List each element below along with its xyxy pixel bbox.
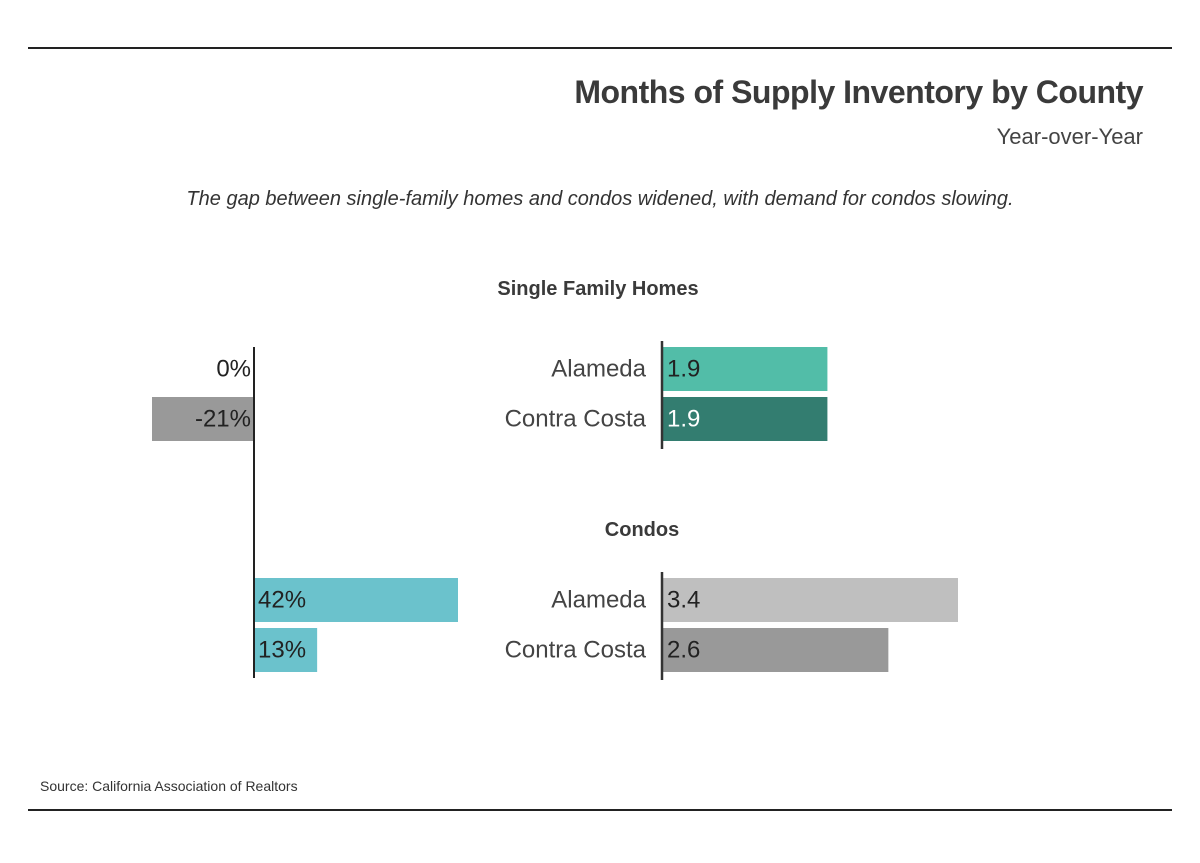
condo-value-label-1: 3.4 xyxy=(667,586,700,613)
source-note: Source: California Association of Realto… xyxy=(40,778,298,794)
yoy-bar-3 xyxy=(254,578,458,622)
chart-note: The gap between single-family homes and … xyxy=(186,188,1014,210)
chart-title: Months of Supply Inventory by County xyxy=(574,74,1143,110)
panel-title-single-family: Single Family Homes xyxy=(497,278,699,300)
yoy-value-label-3: 42% xyxy=(258,586,306,613)
yoy-bar-2 xyxy=(152,397,254,441)
sfh-bar-1 xyxy=(662,347,828,391)
yoy-value-label-1: 0% xyxy=(216,355,251,382)
sfh-value-label-2: 1.9 xyxy=(667,405,700,432)
sfh-category-label-1: Alameda xyxy=(551,355,646,382)
sfh-category-label-2: Contra Costa xyxy=(505,405,647,432)
chart-subtitle: Year-over-Year xyxy=(996,124,1143,149)
yoy-bar-4 xyxy=(254,628,318,672)
sfh-bar-2 xyxy=(662,397,828,441)
yoy-value-label-4: 13% xyxy=(258,636,306,663)
condo-category-label-1: Alameda xyxy=(551,586,646,613)
condo-bar-1 xyxy=(662,578,958,622)
yoy-value-label-2: -21% xyxy=(195,405,251,432)
panel-title-condos: Condos xyxy=(604,519,680,541)
condo-value-label-2: 2.6 xyxy=(667,636,700,663)
condo-bar-2 xyxy=(662,628,889,672)
sfh-value-label-1: 1.9 xyxy=(667,355,700,382)
condo-category-label-2: Contra Costa xyxy=(505,636,647,663)
top-rule xyxy=(28,47,1172,49)
bottom-rule xyxy=(28,809,1172,811)
